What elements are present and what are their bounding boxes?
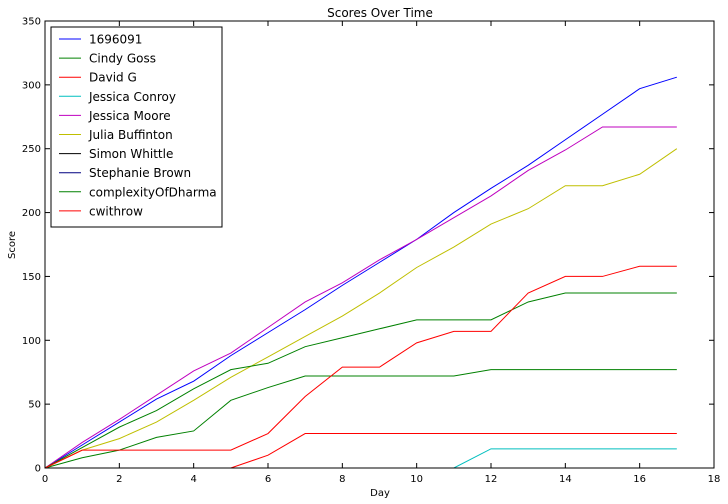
plot-frame [44, 20, 715, 469]
x-tick-label: 2 [116, 474, 122, 485]
series-line-0 [44, 76, 677, 469]
y-tick-label: 300 [22, 80, 41, 91]
series-line-5 [44, 148, 678, 469]
legend-label-8: complexityOfDharma [89, 185, 217, 199]
x-tick-label: 4 [190, 474, 196, 485]
x-tick-label: 6 [265, 474, 271, 485]
y-tick-label: 250 [22, 144, 41, 155]
legend-label-1: Cindy Goss [89, 52, 156, 66]
legend-label-3: Jessica Conroy [88, 90, 176, 104]
x-tick-label: 8 [339, 474, 345, 485]
y-tick-label: 350 [22, 17, 41, 28]
y-tick-label: 200 [22, 208, 41, 219]
legend-label-9: cwithrow [89, 204, 143, 218]
y-tick-label: 150 [22, 272, 41, 283]
legend-label-5: Julia Buffinton [88, 128, 173, 142]
y-tick-label: 100 [22, 336, 41, 347]
series-line-9 [44, 265, 677, 469]
series-line-2 [45, 433, 677, 469]
x-axis-label: Day [370, 488, 390, 499]
series-line-4 [44, 126, 677, 469]
x-tick-label: 18 [708, 474, 721, 485]
x-tick-label: 14 [559, 474, 572, 485]
legend-box [50, 26, 223, 228]
series-line-3 [45, 448, 677, 469]
x-tick-label: 10 [410, 474, 423, 485]
x-tick-label: 12 [485, 474, 498, 485]
legend-label-0: 1696091 [89, 33, 142, 47]
legend: 1696091 Cindy Goss David G Jessica Conroy Je… [50, 26, 223, 228]
series-line-1 [44, 369, 677, 469]
x-tick-label: 16 [633, 474, 646, 485]
y-tick-label: 0 [35, 464, 41, 475]
legend-label-2: David G [89, 71, 137, 85]
legend-label-4: Jessica Moore [88, 109, 171, 123]
chart-title: Scores Over Time [327, 6, 433, 20]
x-tick-label: 0 [42, 474, 48, 485]
legend-label-7: Stephanie Brown [89, 166, 191, 180]
y-tick-label: 50 [28, 400, 41, 411]
legend-label-6: Simon Whittle [89, 147, 173, 161]
y-axis-label: Score [7, 231, 18, 259]
series-line-8 [44, 292, 677, 469]
ticks-layer: 0 2 4 6 8 10 12 14 16 18 0 50 100 150 200 250 300 350 [22, 17, 720, 486]
